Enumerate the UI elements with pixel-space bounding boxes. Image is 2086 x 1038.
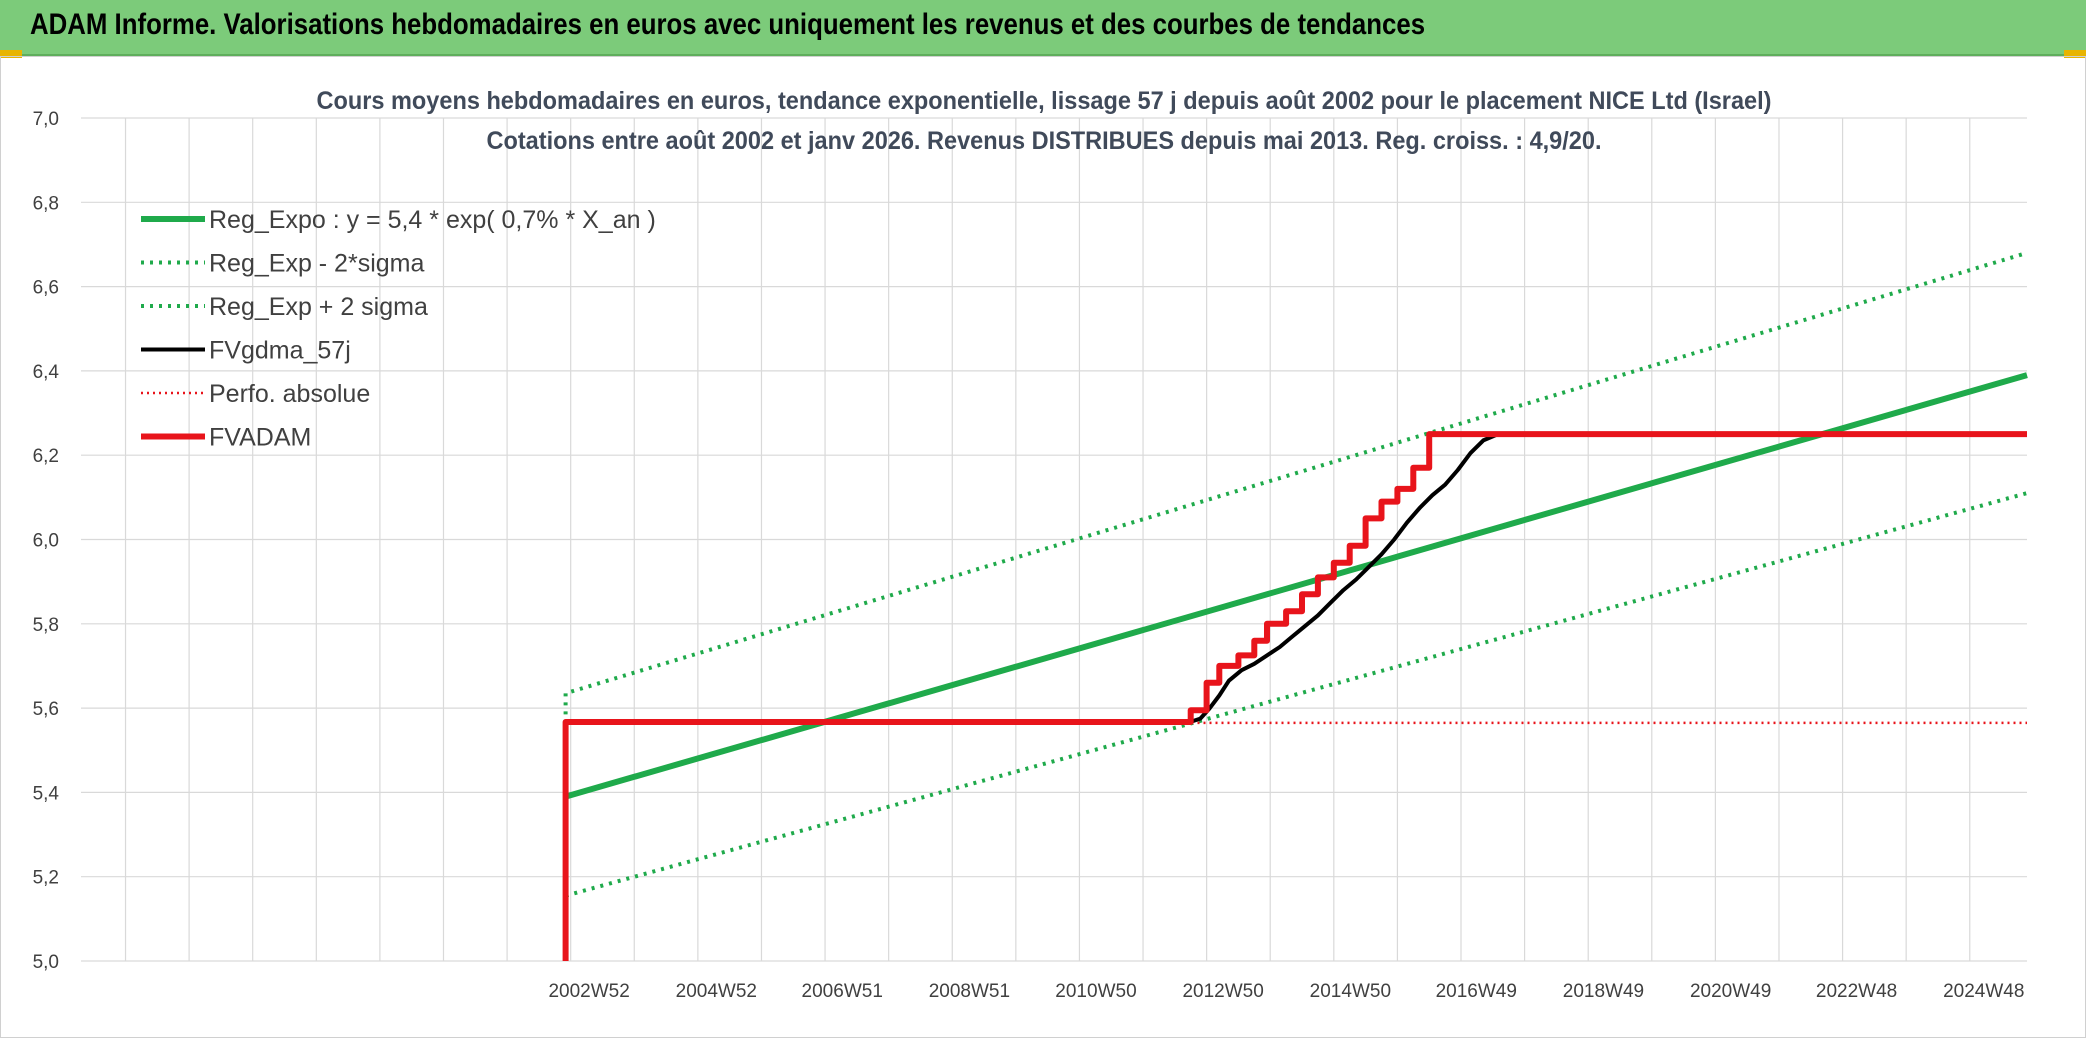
legend-entry: Reg_Exp - 2*sigma [209, 250, 424, 278]
x-tick-label: 2022W48 [1816, 981, 1897, 1002]
x-tick-label: 2018W49 [1563, 981, 1644, 1002]
x-tick-label: 2014W50 [1310, 981, 1391, 1002]
series-line [563, 432, 1525, 961]
corner-marker-right [2064, 50, 2086, 58]
legend-entry: FVgdma_57j [209, 337, 351, 365]
chart-frame: 7,0 6,8 6,6 6,4 6,2 6,0 5,8 5,6 5,4 5,2 5,0 2002W52… [0, 56, 2086, 1038]
y-tick-label: 6,4 [33, 362, 60, 383]
y-tick-label: 5,2 [33, 868, 59, 889]
x-tick-label: 2020W49 [1690, 981, 1771, 1002]
report-title: ADAM Informe. Valorisations hebdomadaire… [30, 8, 1426, 41]
legend-entry: Reg_Expo : y = 5,4 * exp( 0,7% * X_an ) [209, 206, 656, 234]
legend-entry: FVADAM [209, 424, 311, 452]
x-tick-label: 2024W48 [1943, 981, 2024, 1002]
y-tick-label: 7,0 [33, 109, 59, 130]
x-tick-label: 2002W52 [548, 981, 629, 1002]
x-tick-label: 2016W49 [1436, 981, 1517, 1002]
corner-marker-left [0, 50, 22, 58]
chart-title-line: Cours moyens hebdomadaires en euros, ten… [317, 87, 1772, 115]
y-tick-label: 6,2 [33, 446, 59, 467]
chart-canvas: 7,0 6,8 6,6 6,4 6,2 6,0 5,8 5,6 5,4 5,2 5,0 2002W52… [33, 87, 2028, 1002]
x-tick-label: 2006W51 [802, 981, 883, 1002]
series-line [564, 721, 2027, 961]
legend-entry: Perfo. absolue [209, 380, 370, 408]
y-tick-label: 5,4 [33, 783, 60, 804]
y-tick-label: 5,8 [33, 615, 59, 636]
y-tick-label: 6,8 [33, 193, 59, 214]
series-line [564, 372, 2028, 800]
report-banner: ADAM Informe. Valorisations hebdomadaire… [0, 0, 2086, 56]
chart-title-line: Cotations entre août 2002 et janv 2026. … [487, 127, 1602, 155]
series-line [562, 431, 2027, 961]
series-line [565, 491, 2028, 898]
x-tick-label: 2004W52 [676, 981, 757, 1002]
series-line [563, 250, 2028, 715]
x-tick-label: 2012W50 [1182, 981, 1263, 1002]
x-tick-label: 2008W51 [929, 981, 1010, 1002]
y-tick-label: 5,0 [33, 952, 59, 973]
y-tick-label: 5,6 [33, 699, 59, 720]
x-tick-label: 2010W50 [1055, 981, 1136, 1002]
y-tick-label: 6,0 [33, 531, 59, 552]
y-tick-label: 6,6 [33, 278, 59, 299]
legend-entry: Reg_Exp + 2 sigma [209, 293, 428, 321]
